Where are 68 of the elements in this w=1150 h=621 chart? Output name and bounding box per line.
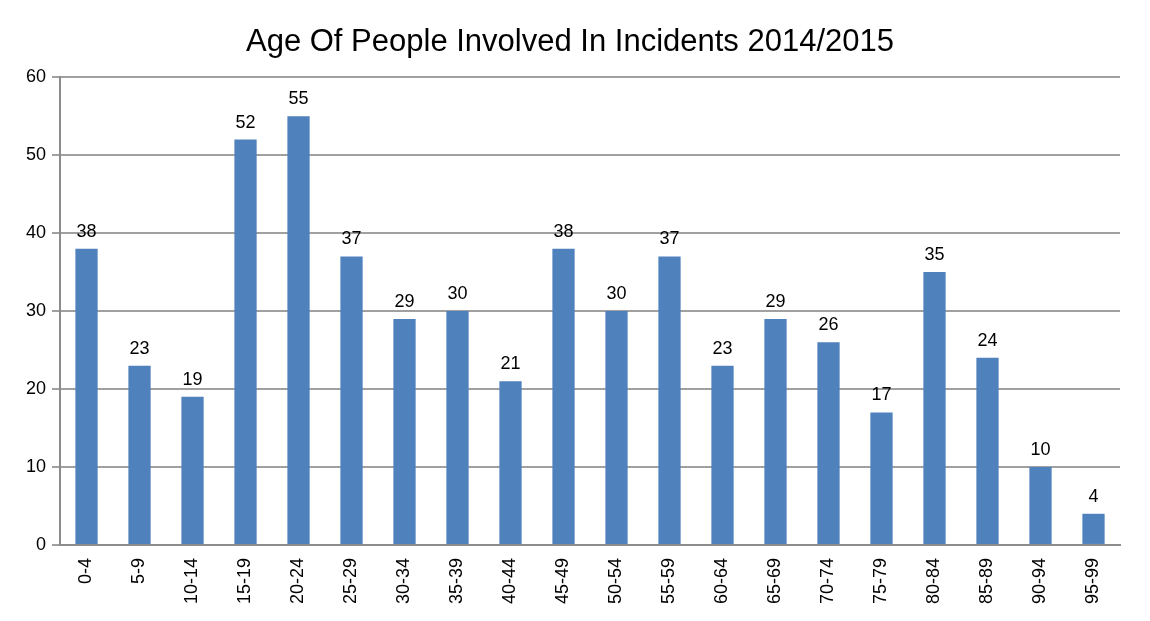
data-label: 55: [288, 88, 309, 109]
bar: [552, 248, 575, 544]
data-label: 26: [818, 314, 839, 335]
x-tick-label: 55-59: [658, 557, 679, 605]
x-tick-label: 65-69: [764, 557, 785, 605]
x-tick-label: 10-14: [181, 557, 202, 605]
bar: [234, 139, 257, 544]
x-tick-label: 45-49: [552, 557, 573, 605]
x-tick-label: 20-24: [287, 557, 308, 605]
bar: [658, 256, 681, 544]
data-label: 17: [871, 384, 892, 405]
data-label: 24: [977, 329, 998, 350]
data-label: 10: [1030, 438, 1051, 459]
data-label: 30: [447, 283, 468, 304]
bar: [976, 357, 999, 544]
bar: [287, 116, 310, 544]
bar: [499, 381, 522, 544]
bar: [446, 311, 469, 544]
x-tick-label: 85-89: [976, 557, 997, 605]
x-tick-label: 25-29: [340, 557, 361, 605]
x-tick-label: 40-44: [499, 557, 520, 605]
x-tick-label: 80-84: [923, 557, 944, 605]
bar: [1029, 467, 1052, 544]
data-label: 37: [341, 228, 362, 249]
data-label: 4: [1088, 485, 1099, 506]
bar: [128, 365, 151, 544]
y-tick-label: 60: [25, 66, 47, 87]
y-tick-label: 40: [25, 222, 47, 243]
data-label: 38: [76, 220, 97, 241]
chart-title: Age Of People Involved In Incidents 2014/2015: [245, 23, 895, 59]
x-tick-label: 90-94: [1029, 557, 1050, 605]
x-tick-label: 75-79: [870, 557, 891, 605]
bar: [870, 412, 893, 544]
x-tick-label: 0-4: [75, 557, 96, 584]
y-tick-label: 10: [25, 455, 47, 476]
data-label: 52: [235, 111, 256, 132]
x-tick-label: 60-64: [711, 557, 732, 605]
x-tick-label: 95-99: [1082, 557, 1103, 605]
bar: [340, 256, 363, 544]
x-tick-label: 70-74: [817, 557, 838, 605]
x-tick-label: 35-39: [446, 557, 467, 605]
data-label: 29: [394, 290, 415, 311]
bar: [605, 311, 628, 544]
bar: [1082, 513, 1105, 544]
y-tick-label: 30: [25, 300, 47, 321]
x-tick-label: 30-34: [393, 557, 414, 605]
data-label: 30: [606, 283, 627, 304]
x-tick-label: 50-54: [605, 557, 626, 605]
bar: [711, 365, 734, 544]
data-label: 19: [182, 368, 203, 389]
bar: [764, 318, 787, 544]
y-tick-label: 0: [36, 533, 47, 554]
data-label: 29: [765, 290, 786, 311]
x-tick-label: 15-19: [234, 557, 255, 605]
y-tick-label: 50: [25, 144, 47, 165]
x-tick-label: 5-9: [128, 557, 149, 584]
data-label: 38: [553, 220, 574, 241]
bar: [923, 272, 946, 544]
y-tick-label: 20: [25, 378, 47, 399]
data-label: 37: [659, 228, 680, 249]
bar: [393, 318, 416, 544]
data-label: 21: [500, 353, 521, 374]
bar: [817, 342, 840, 544]
data-label: 23: [129, 337, 150, 358]
data-label: 23: [712, 337, 733, 358]
bar: [181, 396, 204, 544]
bar: [75, 248, 98, 544]
data-label: 35: [924, 244, 945, 265]
